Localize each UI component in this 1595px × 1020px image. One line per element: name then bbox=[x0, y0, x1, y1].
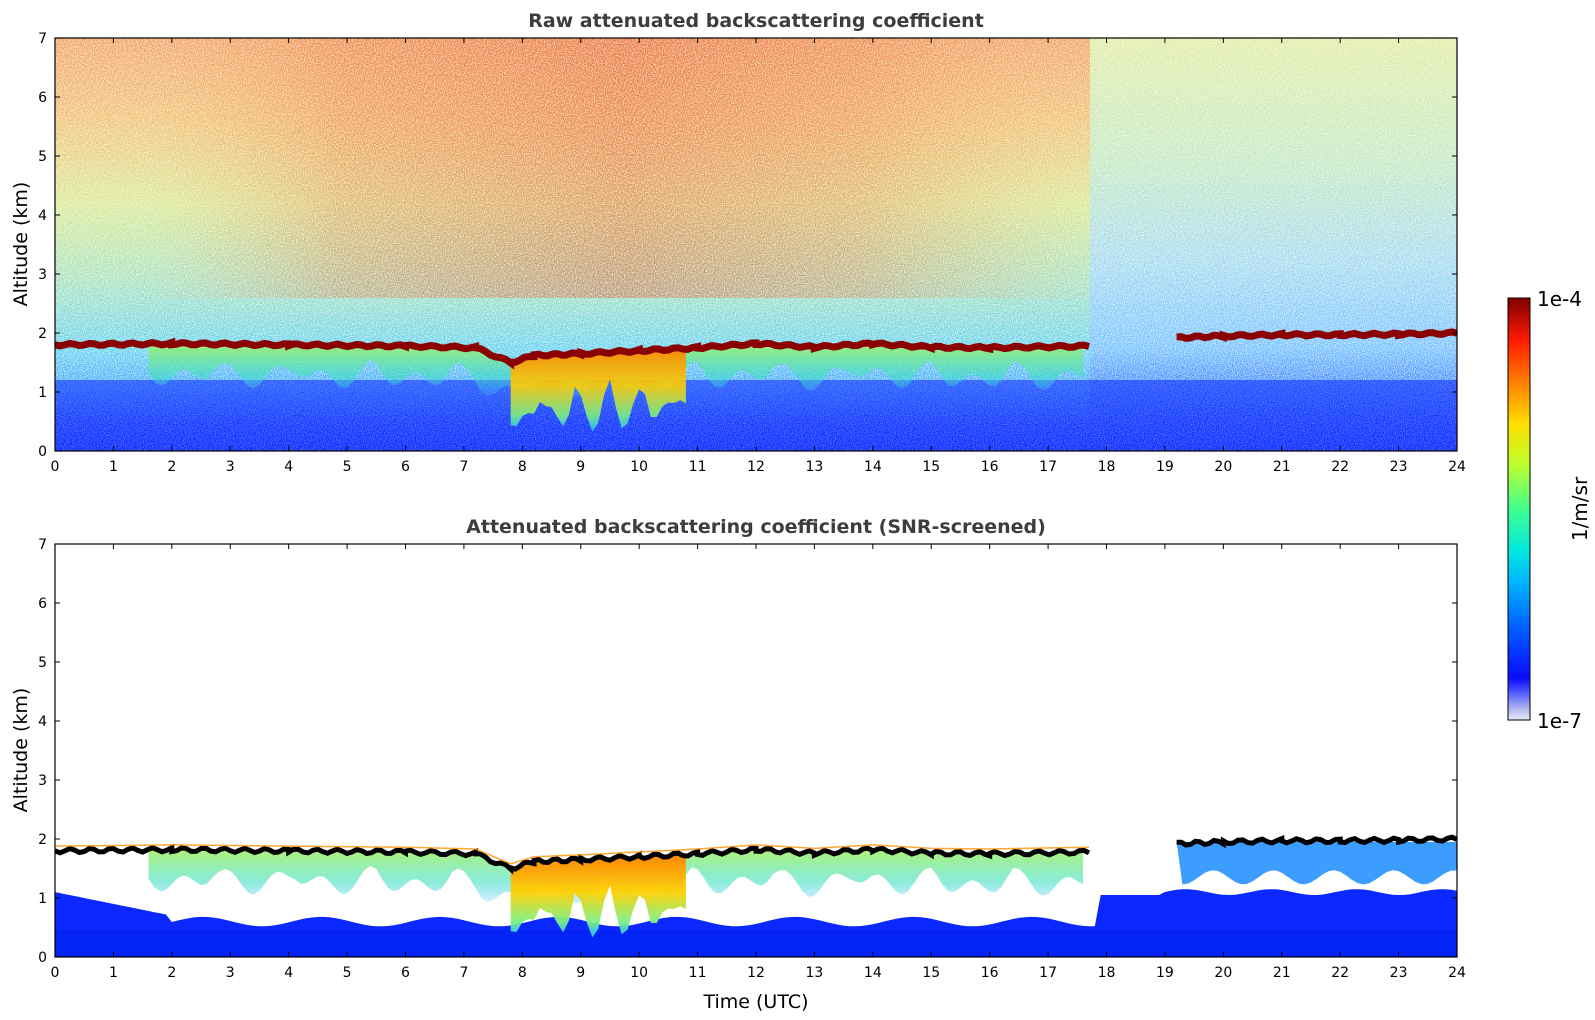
screened-x-tick-label: 11 bbox=[689, 965, 707, 981]
colorbar: 1e-4 1e-7 1/m/sr bbox=[1507, 287, 1592, 733]
raw-y-axis-label: Altitude (km) bbox=[10, 182, 32, 307]
screened-y-axis-label: Altitude (km) bbox=[10, 688, 32, 813]
raw-heatmap bbox=[55, 38, 1457, 451]
screened-x-tick-label: 24 bbox=[1448, 965, 1466, 981]
raw-x-tick-label: 1 bbox=[109, 459, 118, 475]
raw-x-tick-label: 15 bbox=[922, 459, 940, 475]
raw-x-tick-label: 8 bbox=[518, 459, 527, 475]
x-axis-label: Time (UTC) bbox=[702, 991, 808, 1013]
colorbar-gradient bbox=[1507, 297, 1531, 721]
raw-x-tick-label: 20 bbox=[1214, 459, 1232, 475]
raw-y-tick-label: 6 bbox=[38, 90, 47, 106]
screened-y-tick-label: 7 bbox=[38, 537, 47, 553]
screened-x-tick-label: 13 bbox=[806, 965, 824, 981]
raw-x-tick-label: 4 bbox=[284, 459, 293, 475]
screened-y-tick-label: 4 bbox=[38, 714, 47, 730]
raw-x-tick-label: 6 bbox=[401, 459, 410, 475]
screened-x-tick-label: 16 bbox=[981, 965, 999, 981]
screened-x-tick-label: 20 bbox=[1214, 965, 1232, 981]
raw-x-tick-label: 0 bbox=[51, 459, 60, 475]
raw-y-tick-label: 4 bbox=[38, 208, 47, 224]
raw-x-tick-label: 18 bbox=[1098, 459, 1116, 475]
raw-x-tick-label: 13 bbox=[806, 459, 824, 475]
raw-x-axis: 0 1 2 3 4 5 6 7 8 9 10 11 12 13 14 15 16 17 18 19 20 21 22 23 24 bbox=[51, 38, 1466, 475]
screened-cloud-line bbox=[55, 843, 1091, 875]
raw-x-tick-label: 21 bbox=[1273, 459, 1291, 475]
screened-y-tick-label: 2 bbox=[38, 832, 47, 848]
raw-x-tick-label: 19 bbox=[1156, 459, 1174, 475]
screened-x-axis: 0 1 2 3 4 5 6 7 8 9 10 11 12 13 14 15 16 17 18 19 20 21 22 23 24 bbox=[51, 544, 1466, 981]
screened-x-tick-label: 0 bbox=[51, 965, 60, 981]
screened-x-tick-label: 12 bbox=[747, 965, 765, 981]
raw-x-tick-label: 23 bbox=[1390, 459, 1408, 475]
screened-y-tick-label: 6 bbox=[38, 596, 47, 612]
screened-heatmap bbox=[55, 544, 1457, 957]
raw-x-tick-label: 7 bbox=[459, 459, 468, 475]
raw-x-tick-label: 5 bbox=[343, 459, 352, 475]
screened-x-tick-label: 5 bbox=[343, 965, 352, 981]
screened-x-tick-label: 19 bbox=[1156, 965, 1174, 981]
panel-screened: Attenuated backscattering coefficient (S… bbox=[10, 516, 1466, 1013]
raw-x-tick-label: 14 bbox=[864, 459, 882, 475]
raw-x-tick-label: 24 bbox=[1448, 459, 1466, 475]
screened-x-tick-label: 1 bbox=[109, 965, 118, 981]
raw-x-tick-label: 11 bbox=[689, 459, 707, 475]
colorbar-unit-label: 1/m/sr bbox=[1568, 476, 1592, 541]
raw-y-tick-label: 5 bbox=[38, 149, 47, 165]
raw-x-tick-label: 10 bbox=[630, 459, 648, 475]
screened-x-tick-label: 15 bbox=[922, 965, 940, 981]
screened-x-tick-label: 10 bbox=[630, 965, 648, 981]
screened-y-tick-label: 5 bbox=[38, 655, 47, 671]
raw-x-tick-label: 17 bbox=[1039, 459, 1057, 475]
screened-x-tick-label: 9 bbox=[576, 965, 585, 981]
screened-y-axis: 0 1 2 3 4 5 6 7 bbox=[38, 537, 1457, 966]
colorbar-min-label: 1e-7 bbox=[1537, 709, 1582, 733]
screened-cloud-top bbox=[55, 844, 1090, 865]
screened-plume bbox=[510, 854, 686, 938]
screened-x-tick-label: 7 bbox=[459, 965, 468, 981]
screened-background bbox=[55, 544, 1457, 957]
raw-y-tick-label: 7 bbox=[38, 31, 47, 47]
screened-y-tick-label: 3 bbox=[38, 773, 47, 789]
colorbar-max-label: 1e-4 bbox=[1537, 287, 1582, 311]
raw-cloud-line-right bbox=[1176, 328, 1457, 342]
screened-y-tick-label: 1 bbox=[38, 891, 47, 907]
raw-x-tick-label: 3 bbox=[226, 459, 235, 475]
raw-plume bbox=[510, 348, 686, 432]
raw-y-tick-label: 3 bbox=[38, 267, 47, 283]
screened-x-tick-label: 8 bbox=[518, 965, 527, 981]
screened-cloud-line-right bbox=[1176, 834, 1457, 849]
screened-x-tick-label: 22 bbox=[1331, 965, 1349, 981]
raw-x-tick-label: 2 bbox=[167, 459, 176, 475]
screened-x-tick-label: 3 bbox=[226, 965, 235, 981]
raw-x-tick-label: 22 bbox=[1331, 459, 1349, 475]
panel-raw-title: Raw attenuated backscattering coefficien… bbox=[528, 10, 984, 32]
raw-low-layer bbox=[55, 380, 1457, 451]
raw-y-axis: 0 1 2 3 4 5 6 7 bbox=[38, 31, 1457, 460]
raw-x-tick-label: 9 bbox=[576, 459, 585, 475]
screened-y-tick-label: 0 bbox=[38, 950, 47, 966]
screened-x-tick-label: 17 bbox=[1039, 965, 1057, 981]
screened-x-tick-label: 6 bbox=[401, 965, 410, 981]
screened-x-tick-label: 2 bbox=[167, 965, 176, 981]
screened-x-tick-label: 4 bbox=[284, 965, 293, 981]
raw-x-tick-label: 12 bbox=[747, 459, 765, 475]
panel-screened-title: Attenuated backscattering coefficient (S… bbox=[466, 516, 1046, 538]
raw-y-tick-label: 1 bbox=[38, 385, 47, 401]
raw-x-tick-label: 16 bbox=[981, 459, 999, 475]
raw-cloud-line bbox=[55, 337, 1090, 370]
screened-right-layer bbox=[1176, 842, 1457, 885]
raw-y-tick-label: 2 bbox=[38, 326, 47, 342]
screened-x-tick-label: 14 bbox=[864, 965, 882, 981]
screened-x-tick-label: 18 bbox=[1098, 965, 1116, 981]
panel-raw: Raw attenuated backscattering coefficien… bbox=[10, 10, 1466, 475]
screened-x-tick-label: 21 bbox=[1273, 965, 1291, 981]
raw-y-tick-label: 0 bbox=[38, 444, 47, 460]
screened-x-tick-label: 23 bbox=[1390, 965, 1408, 981]
